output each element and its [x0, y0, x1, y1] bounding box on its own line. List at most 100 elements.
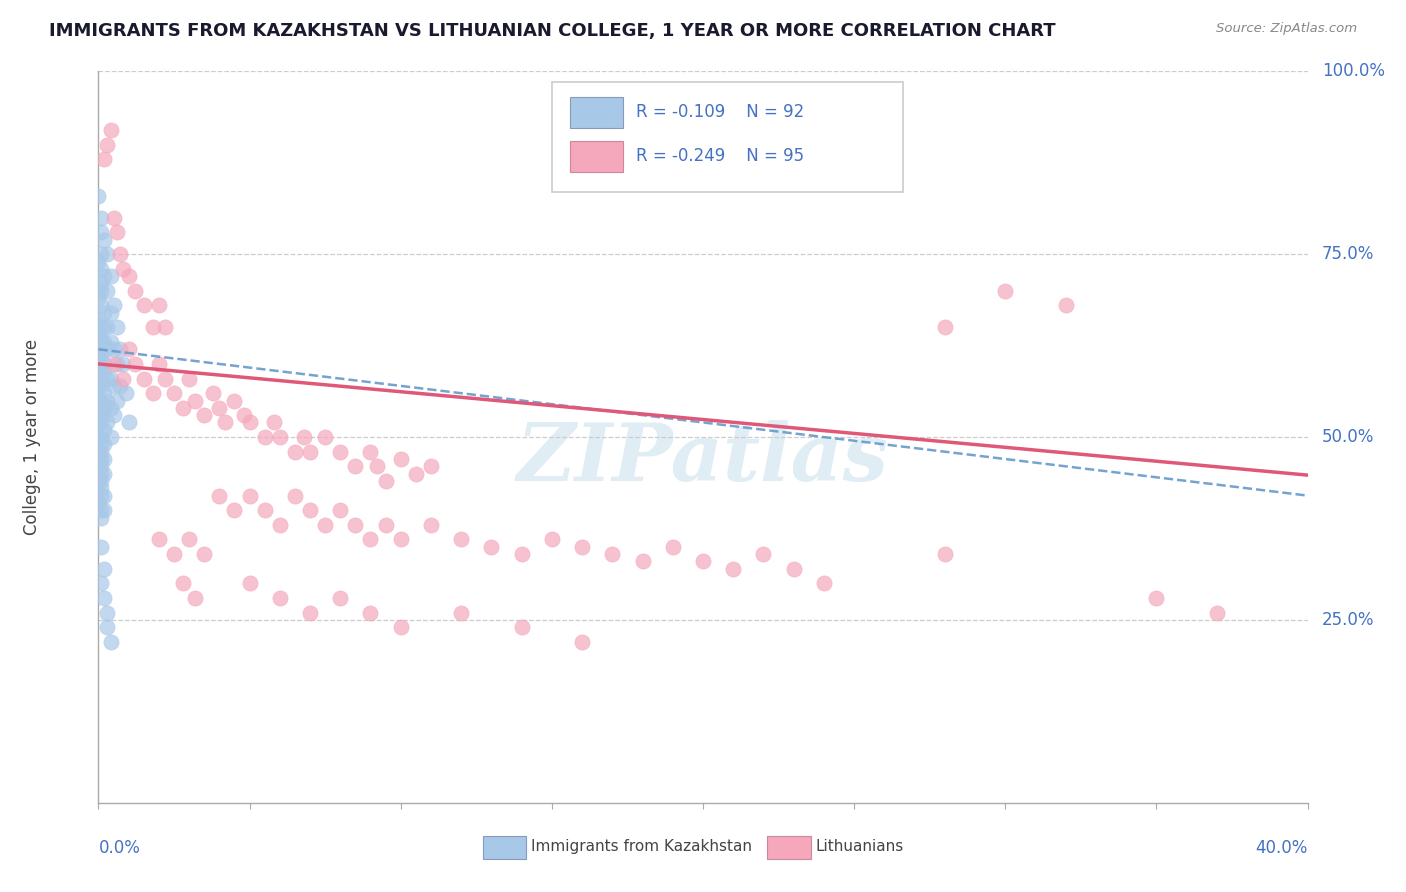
- Point: [93, 489, 115, 503]
- Point: [314, 430, 336, 444]
- Point: [239, 489, 262, 503]
- Point: [96, 416, 118, 430]
- Point: [132, 298, 155, 312]
- Point: [87, 416, 110, 430]
- Point: [93, 320, 115, 334]
- Text: IMMIGRANTS FROM KAZAKHSTAN VS LITHUANIAN COLLEGE, 1 YEAR OR MORE CORRELATION CHA: IMMIGRANTS FROM KAZAKHSTAN VS LITHUANIAN…: [49, 22, 1056, 40]
- Point: [214, 416, 236, 430]
- Point: [90, 459, 112, 474]
- Point: [90, 452, 112, 467]
- Point: [105, 320, 128, 334]
- Point: [813, 576, 835, 591]
- Point: [103, 343, 125, 357]
- Point: [87, 284, 110, 298]
- Point: [329, 503, 352, 517]
- Point: [100, 306, 122, 320]
- Point: [420, 517, 443, 532]
- Point: [90, 489, 112, 503]
- Point: [93, 591, 115, 605]
- Point: [96, 393, 118, 408]
- Point: [253, 503, 276, 517]
- Point: [631, 554, 654, 568]
- Point: [153, 320, 176, 334]
- Point: [90, 444, 112, 458]
- Point: [105, 225, 128, 239]
- Point: [510, 620, 533, 634]
- Point: [100, 635, 122, 649]
- Point: [93, 562, 115, 576]
- Point: [284, 444, 307, 458]
- Point: [111, 357, 134, 371]
- Point: [1054, 298, 1077, 312]
- Point: [114, 386, 136, 401]
- Point: [93, 334, 115, 349]
- Point: [93, 423, 115, 437]
- Point: [93, 357, 115, 371]
- Point: [90, 576, 112, 591]
- Point: [269, 430, 291, 444]
- Point: [87, 444, 110, 458]
- Point: [142, 320, 165, 334]
- Point: [450, 606, 472, 620]
- Point: [90, 247, 112, 261]
- Point: [269, 517, 291, 532]
- Point: [87, 379, 110, 393]
- Point: [90, 401, 112, 415]
- Text: 75.0%: 75.0%: [1322, 245, 1375, 263]
- Point: [90, 334, 112, 349]
- Point: [360, 606, 382, 620]
- Point: [96, 606, 118, 620]
- Point: [405, 467, 427, 481]
- Text: 50.0%: 50.0%: [1322, 428, 1375, 446]
- Point: [389, 533, 412, 547]
- Point: [87, 393, 110, 408]
- Point: [100, 334, 122, 349]
- Point: [90, 320, 112, 334]
- Point: [93, 452, 115, 467]
- Point: [118, 343, 141, 357]
- Point: [87, 496, 110, 510]
- Point: [87, 430, 110, 444]
- Point: [90, 481, 112, 495]
- Point: [239, 576, 262, 591]
- Point: [329, 444, 352, 458]
- Point: [148, 298, 170, 312]
- Point: [1206, 606, 1229, 620]
- Point: [510, 547, 533, 561]
- FancyBboxPatch shape: [569, 97, 623, 128]
- Point: [93, 401, 115, 415]
- Point: [100, 430, 122, 444]
- Point: [374, 474, 396, 488]
- FancyBboxPatch shape: [569, 141, 623, 171]
- Point: [934, 320, 956, 334]
- Point: [90, 393, 112, 408]
- Point: [329, 591, 352, 605]
- Point: [93, 152, 115, 166]
- Point: [344, 517, 367, 532]
- Point: [934, 547, 956, 561]
- Point: [299, 503, 322, 517]
- Point: [90, 277, 112, 291]
- Point: [87, 254, 110, 268]
- Point: [420, 459, 443, 474]
- Text: Lithuanians: Lithuanians: [815, 839, 904, 855]
- Point: [366, 459, 388, 474]
- Point: [96, 284, 118, 298]
- Point: [90, 474, 112, 488]
- Point: [87, 313, 110, 327]
- Point: [224, 393, 246, 408]
- Point: [142, 386, 165, 401]
- Point: [103, 357, 125, 371]
- Point: [93, 306, 115, 320]
- Point: [602, 547, 624, 561]
- Point: [132, 371, 155, 385]
- Point: [172, 576, 194, 591]
- Point: [263, 416, 285, 430]
- Point: [752, 547, 775, 561]
- Text: Immigrants from Kazakhstan: Immigrants from Kazakhstan: [531, 839, 752, 855]
- Point: [208, 401, 231, 415]
- Point: [100, 123, 122, 137]
- Point: [96, 343, 118, 357]
- Point: [93, 269, 115, 284]
- Point: [292, 430, 315, 444]
